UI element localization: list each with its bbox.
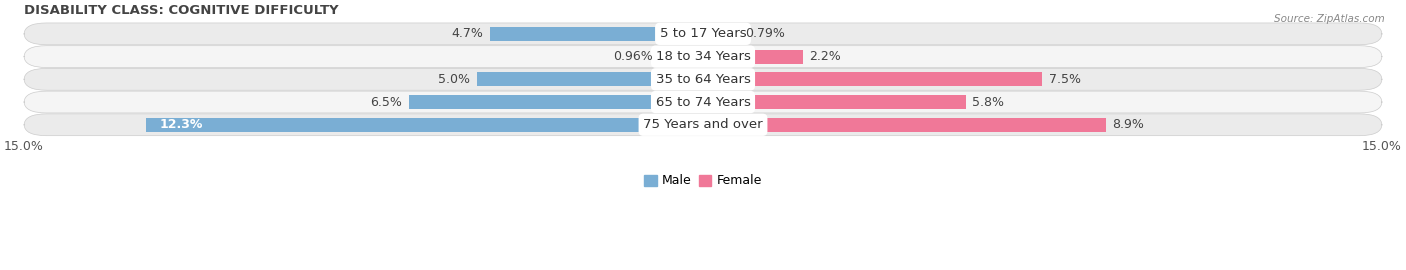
FancyBboxPatch shape — [24, 91, 1382, 113]
Text: 0.79%: 0.79% — [745, 27, 786, 40]
Bar — [491, 27, 703, 41]
Text: 6.5%: 6.5% — [370, 96, 402, 109]
Legend: Male, Female: Male, Female — [640, 169, 766, 193]
Text: 4.7%: 4.7% — [451, 27, 484, 40]
Text: 35 to 64 Years: 35 to 64 Years — [655, 73, 751, 86]
Text: Source: ZipAtlas.com: Source: ZipAtlas.com — [1274, 14, 1385, 23]
Text: 5.0%: 5.0% — [437, 73, 470, 86]
Text: DISABILITY CLASS: COGNITIVE DIFFICULTY: DISABILITY CLASS: COGNITIVE DIFFICULTY — [24, 4, 339, 17]
Bar — [409, 95, 703, 109]
Bar — [659, 50, 703, 64]
Text: 8.9%: 8.9% — [1112, 118, 1144, 131]
Bar — [703, 72, 1042, 86]
Text: 75 Years and over: 75 Years and over — [643, 118, 763, 131]
Text: 0.96%: 0.96% — [613, 50, 652, 63]
Bar — [477, 72, 703, 86]
Text: 12.3%: 12.3% — [160, 118, 204, 131]
Text: 5 to 17 Years: 5 to 17 Years — [659, 27, 747, 40]
Text: 18 to 34 Years: 18 to 34 Years — [655, 50, 751, 63]
Text: 7.5%: 7.5% — [1049, 73, 1081, 86]
FancyBboxPatch shape — [24, 23, 1382, 45]
Text: 2.2%: 2.2% — [810, 50, 841, 63]
Bar — [703, 27, 738, 41]
FancyBboxPatch shape — [24, 46, 1382, 68]
FancyBboxPatch shape — [24, 114, 1382, 136]
Bar — [703, 50, 803, 64]
Text: 65 to 74 Years: 65 to 74 Years — [655, 96, 751, 109]
FancyBboxPatch shape — [24, 68, 1382, 90]
Bar — [703, 95, 966, 109]
Bar — [146, 118, 703, 132]
Bar — [703, 118, 1105, 132]
Text: 5.8%: 5.8% — [973, 96, 1004, 109]
